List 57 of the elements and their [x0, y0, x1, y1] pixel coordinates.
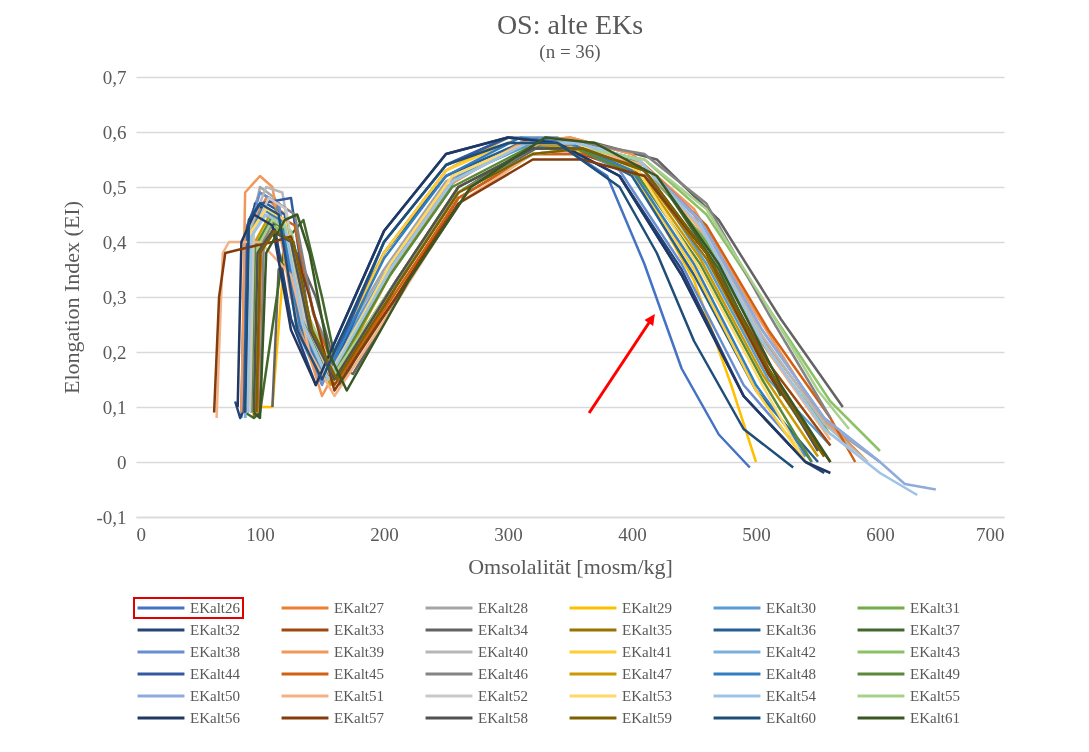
- legend-label: EKalt34: [478, 622, 529, 638]
- legend-label: EKalt27: [334, 600, 385, 616]
- legend-label: EKalt37: [910, 622, 961, 638]
- legend-label: EKalt60: [766, 710, 816, 726]
- legend-label: EKalt35: [622, 622, 672, 638]
- x-tick-label: 300: [494, 523, 523, 545]
- legend-label: EKalt49: [910, 666, 960, 682]
- legend-label: EKalt61: [910, 710, 960, 726]
- y-tick-label: 0,2: [102, 341, 127, 363]
- x-tick-label: 100: [246, 523, 275, 545]
- legend-label: EKalt58: [478, 710, 528, 726]
- y-tick-label: 0,5: [102, 176, 127, 198]
- legend-label: EKalt44: [190, 666, 241, 682]
- x-tick-label: 200: [370, 523, 399, 545]
- legend-label: EKalt43: [910, 644, 960, 660]
- y-tick-label: 0: [117, 451, 127, 473]
- x-tick-label: 0: [136, 523, 146, 545]
- legend-label: EKalt40: [478, 644, 528, 660]
- chart-title: OS: alte EKs: [496, 9, 644, 40]
- y-tick-label: 0,1: [102, 396, 127, 418]
- legend-label: EKalt45: [334, 666, 384, 682]
- y-tick-label: 0,6: [102, 121, 127, 143]
- legend-label: EKalt32: [190, 622, 240, 638]
- legend-label: EKalt53: [622, 688, 672, 704]
- legend-label: EKalt29: [622, 600, 672, 616]
- chart-subtitle: (n = 36): [539, 41, 601, 63]
- legend-label: EKalt54: [766, 688, 817, 704]
- y-tick-label: 0,7: [102, 66, 127, 88]
- legend-label: EKalt52: [478, 688, 528, 704]
- legend-label: EKalt57: [334, 710, 385, 726]
- legend-label: EKalt38: [190, 644, 240, 660]
- legend-label: EKalt48: [766, 666, 816, 682]
- legend-label: EKalt26: [190, 600, 241, 616]
- legend-label: EKalt59: [622, 710, 672, 726]
- legend-label: EKalt55: [910, 688, 960, 704]
- legend-label: EKalt51: [334, 688, 384, 704]
- legend-label: EKalt50: [190, 688, 240, 704]
- legend-label: EKalt42: [766, 644, 816, 660]
- y-tick-label: 0,4: [102, 231, 127, 253]
- x-axis-title: Omsolalität [mosm/kg]: [468, 553, 673, 579]
- x-tick-label: 400: [618, 523, 647, 545]
- legend-label: EKalt39: [334, 644, 384, 660]
- y-axis-title: Elongation Index (EI): [59, 200, 85, 395]
- x-tick-label: 600: [866, 523, 895, 545]
- x-tick-label: 700: [976, 523, 1005, 545]
- legend-label: EKalt46: [478, 666, 529, 682]
- x-tick-label: 500: [742, 523, 771, 545]
- legend-label: EKalt56: [190, 710, 241, 726]
- legend-label: EKalt47: [622, 666, 673, 682]
- legend-label: EKalt41: [622, 644, 672, 660]
- legend-label: EKalt31: [910, 600, 960, 616]
- y-tick-label: -0,1: [96, 506, 127, 528]
- legend-label: EKalt30: [766, 600, 816, 616]
- legend-label: EKalt36: [766, 622, 817, 638]
- legend-label: EKalt33: [334, 622, 384, 638]
- y-tick-label: 0,3: [102, 286, 127, 308]
- legend-label: EKalt28: [478, 600, 528, 616]
